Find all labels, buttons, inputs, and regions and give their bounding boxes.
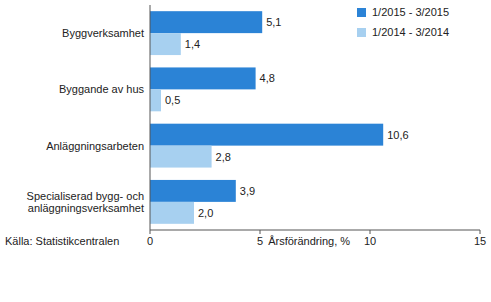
data-label: 2,0 <box>198 207 213 219</box>
category-label-line: Anläggningsarbeten <box>46 140 144 152</box>
category-label: Anläggningsarbeten <box>46 140 144 152</box>
tick-label: 5 <box>257 235 263 247</box>
category-label-line: Byggande av hus <box>59 83 145 95</box>
tick-label: 15 <box>474 235 486 247</box>
tick-label: 10 <box>364 235 376 247</box>
tick-label: 0 <box>147 235 153 247</box>
tick-mark <box>150 230 151 234</box>
legend-label: 1/2015 - 3/2015 <box>372 6 449 18</box>
tick-mark <box>260 230 261 234</box>
data-label: 0,5 <box>165 94 180 106</box>
bar <box>150 146 212 168</box>
data-label: 4,8 <box>260 72 275 84</box>
category-label: Specialiserad bygg- ochanläggningsverksa… <box>27 190 144 214</box>
bar <box>150 67 256 89</box>
bar <box>150 180 236 202</box>
data-labels: 5,1 1,4 4,8 0,5 10,6 2,8 3,9 2,0 <box>165 16 409 219</box>
data-label: 3,9 <box>240 185 255 197</box>
data-label: 1,4 <box>185 38 200 50</box>
tick-mark <box>480 230 481 234</box>
legend-swatch <box>357 8 366 17</box>
category-label-line: Byggverksamhet <box>62 27 144 39</box>
category-label-line: Specialiserad bygg- och <box>27 190 144 202</box>
y-axis-line <box>150 5 151 230</box>
bar <box>150 33 181 55</box>
data-label: 5,1 <box>266 16 281 28</box>
bars <box>150 11 383 224</box>
legend: 1/2015 - 3/2015 1/2014 - 3/2014 <box>357 6 449 38</box>
tick-mark <box>370 230 371 234</box>
legend-swatch <box>357 28 366 37</box>
data-label: 10,6 <box>387 129 408 141</box>
category-label: Byggverksamhet <box>62 27 144 39</box>
bar <box>150 124 383 146</box>
x-axis-title: Årsförändring, % <box>268 235 350 247</box>
x-axis-line <box>150 230 480 231</box>
category-label-line: anläggningsverksamhet <box>28 202 144 214</box>
chart: 5,1 1,4 4,8 0,5 10,6 2,8 3,9 2,0 0 5 10 15 Byggverks… <box>0 0 491 302</box>
bar <box>150 11 262 33</box>
source: Källa: Statistikcentralen <box>5 235 119 247</box>
category-label: Byggande av hus <box>59 83 145 95</box>
bar <box>150 89 161 111</box>
bar <box>150 202 194 224</box>
legend-label: 1/2014 - 3/2014 <box>372 26 449 38</box>
data-label: 2,8 <box>216 151 231 163</box>
